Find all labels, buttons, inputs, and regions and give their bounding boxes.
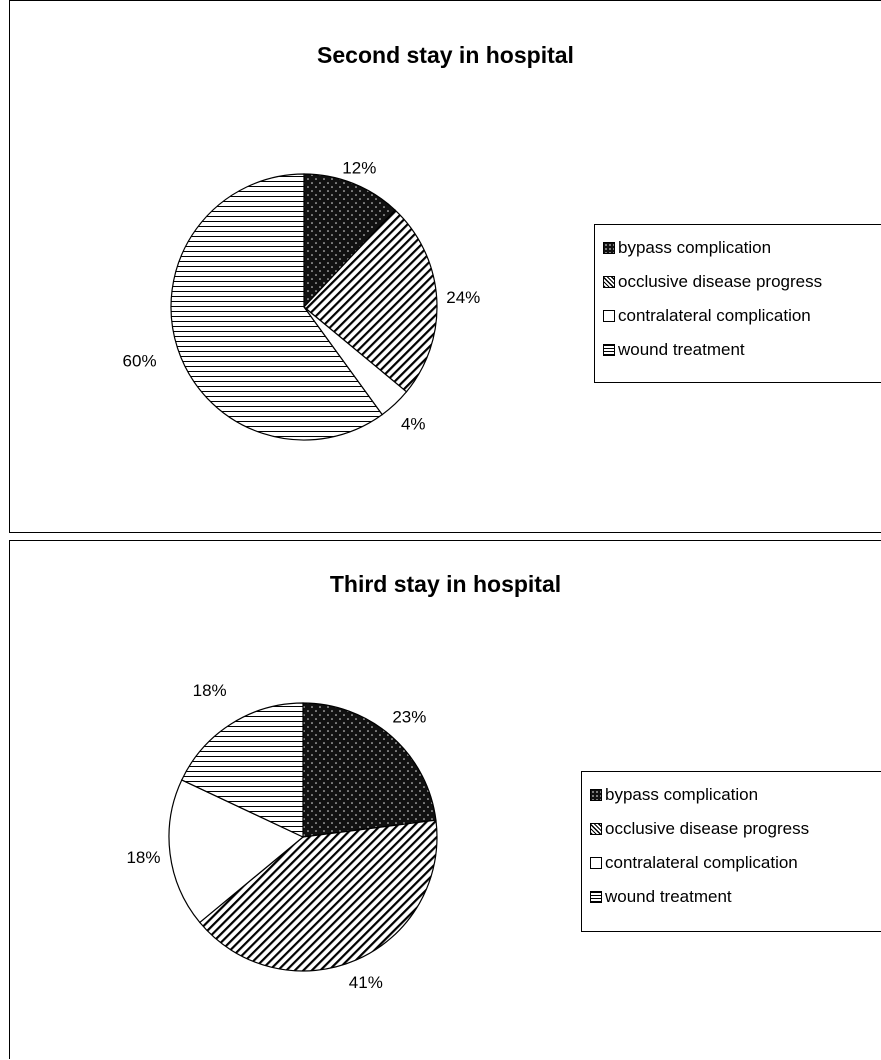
legend-item-wound-treatment: wound treatment [590,880,881,914]
pie-slice-bypass-complication [303,173,396,309]
legend-item-contralateral-complication: contralateral complication [590,846,881,880]
legend-item-occlusive-disease-progress: occlusive disease progress [590,812,881,846]
legend-label: bypass complication [618,238,772,257]
legend-label: bypass complication [605,785,759,804]
legend-swatch-blank [590,857,602,869]
data-label: 18% [126,848,160,867]
pie-slice-wound-treatment [170,173,384,441]
legend-item-contralateral-complication: contralateral complication [603,299,881,333]
data-label: 18% [193,681,227,700]
legend: bypass complication occlusive disease pr… [594,224,881,383]
legend-item-occlusive-disease-progress: occlusive disease progress [603,265,881,299]
legend-item-bypass-complication: bypass complication [590,778,881,812]
legend-item-wound-treatment: wound treatment [603,333,881,367]
data-label: 23% [392,707,426,726]
pie-slice-bypass-complication [302,702,437,838]
data-label: 41% [349,973,383,992]
legend-label: wound treatment [618,340,745,359]
legend-swatch-diagonal [590,823,602,835]
legend-swatch-blank [603,310,615,322]
pie-chart-third-stay: 23% 41% 18% 18% [126,681,438,992]
chart-title: Third stay in hospital [329,571,562,597]
legend-label: contralateral complication [605,853,798,872]
data-label: 12% [342,158,376,177]
chart-title: Second stay in hospital [317,42,574,68]
chart-panel-third-stay: Third stay in hospital 23% 41% 18% 18% bypa… [9,540,881,1059]
chart-panel-second-stay: Second stay in hospital 12% 24% 4% 60% bypa… [9,0,881,533]
pie-slice-contralateral-complication [168,779,305,924]
legend-label: occlusive disease progress [605,819,810,838]
legend-swatch-diagonal [603,276,615,288]
legend-label: occlusive disease progress [618,272,823,291]
pie-slice-wound-treatment [180,702,304,838]
data-label: 24% [446,288,480,307]
data-label: 60% [123,351,157,370]
legend-item-bypass-complication: bypass complication [603,231,881,265]
legend-label: wound treatment [605,887,732,906]
legend-swatch-dots [603,242,615,254]
pie-slice-occlusive-disease-progress [303,209,438,393]
legend-label: contralateral complication [618,306,811,325]
pie-chart-second-stay: 12% 24% 4% 60% [123,158,480,441]
data-label: 4% [401,414,426,433]
legend-swatch-dots [590,789,602,801]
pie-slice-occlusive-disease-progress [198,819,438,972]
legend-swatch-horizontal [603,344,615,356]
legend: bypass complication occlusive disease pr… [581,771,881,932]
legend-swatch-horizontal [590,891,602,903]
